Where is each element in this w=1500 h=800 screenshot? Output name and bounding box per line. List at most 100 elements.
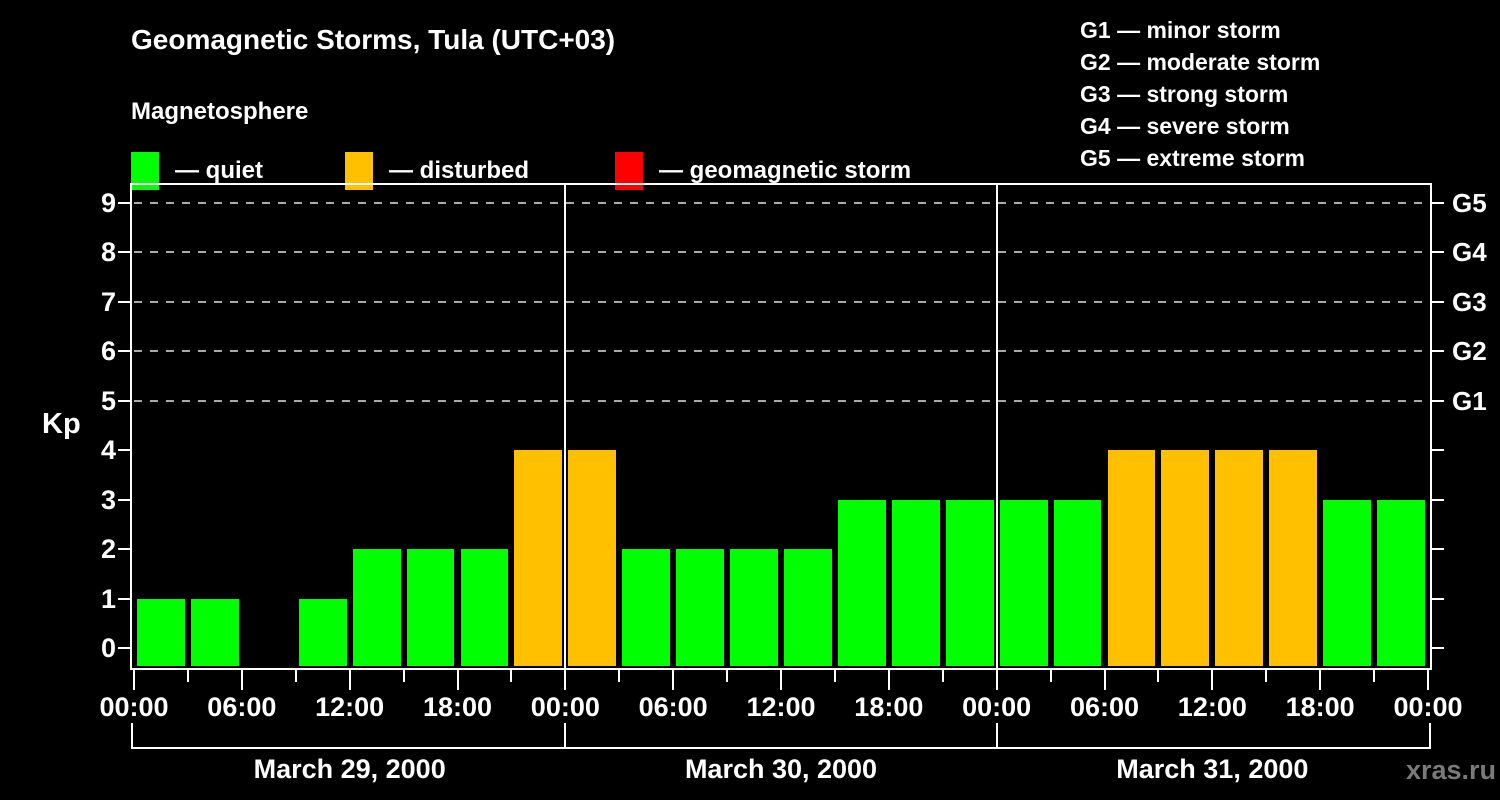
kp-bar bbox=[945, 499, 994, 666]
kp-bar bbox=[891, 499, 940, 666]
legend-label-quiet: — quiet bbox=[175, 157, 263, 184]
y-axis-tick-left bbox=[118, 449, 130, 452]
y-axis-tick-right bbox=[1432, 647, 1444, 649]
day-boundary-line bbox=[564, 185, 567, 668]
x-axis-tick bbox=[1427, 670, 1429, 690]
x-axis-tick bbox=[672, 670, 675, 690]
x-axis-tick bbox=[186, 670, 189, 682]
x-axis-tick bbox=[1265, 670, 1268, 682]
kp-bar bbox=[406, 549, 455, 666]
date-label: March 30, 2000 bbox=[684, 754, 878, 784]
g-scale-line-g5: G5 — extreme storm bbox=[1080, 145, 1305, 171]
x-axis-tick bbox=[294, 670, 297, 682]
kp-bar bbox=[137, 598, 185, 666]
y-axis-label-6: 6 bbox=[100, 336, 116, 367]
y-axis-label-1: 1 bbox=[100, 583, 116, 614]
x-axis-tick bbox=[1103, 670, 1106, 690]
x-axis-tick bbox=[618, 670, 621, 682]
gridline-kp8 bbox=[134, 251, 1428, 254]
magnetosphere-label: Magnetosphere bbox=[131, 98, 309, 125]
y-axis-label-0: 0 bbox=[100, 633, 116, 663]
right-axis-label-g4: G4 bbox=[1452, 237, 1487, 268]
date-label: March 31, 2000 bbox=[1116, 754, 1309, 784]
gridline-kp7 bbox=[134, 300, 1428, 303]
x-axis-tick bbox=[510, 670, 513, 682]
y-axis-tick-left bbox=[118, 399, 130, 402]
date-label: March 29, 2000 bbox=[253, 754, 446, 784]
y-axis-tick-right bbox=[1432, 597, 1444, 600]
y-axis-tick-left bbox=[118, 202, 130, 205]
y-axis-tick-right bbox=[1432, 399, 1444, 402]
date-bracket-tick bbox=[995, 723, 998, 749]
x-axis-label: 00:00 bbox=[530, 692, 600, 722]
kp-bar bbox=[298, 598, 347, 666]
y-axis-tick-left bbox=[118, 300, 130, 303]
right-axis-label-g1: G1 bbox=[1452, 385, 1487, 416]
g-scale-line-g4: G4 — severe storm bbox=[1080, 113, 1290, 139]
y-axis-tick-right bbox=[1432, 251, 1444, 254]
date-bracket-tick bbox=[564, 723, 567, 749]
x-axis-label: 00:00 bbox=[99, 692, 169, 722]
y-axis-tick-right bbox=[1432, 449, 1444, 452]
right-axis-label-g3: G3 bbox=[1452, 286, 1487, 317]
x-axis-label: 18:00 bbox=[422, 692, 493, 722]
plot-border bbox=[130, 183, 1432, 670]
y-axis-tick-right bbox=[1432, 300, 1444, 303]
y-axis-tick-left bbox=[118, 498, 130, 501]
x-axis-label: 12:00 bbox=[315, 692, 385, 722]
kp-bar bbox=[730, 549, 778, 666]
page-title: Geomagnetic Storms, Tula (UTC+03) bbox=[131, 24, 616, 55]
kp-bar bbox=[1215, 450, 1264, 666]
x-axis-label: 00:00 bbox=[962, 692, 1032, 722]
y-axis-tick-left bbox=[118, 548, 130, 551]
gridline-kp6 bbox=[134, 350, 1428, 353]
x-axis-tick bbox=[941, 670, 944, 682]
kp-bar bbox=[460, 549, 509, 666]
g-scale-line-g1: G1 — minor storm bbox=[1080, 17, 1281, 43]
kp-bar bbox=[190, 598, 239, 666]
y-axis-label-3: 3 bbox=[100, 484, 116, 515]
kp-bar bbox=[1161, 450, 1210, 666]
x-axis-label: 00:00 bbox=[1393, 692, 1463, 722]
x-axis-tick bbox=[1049, 670, 1052, 682]
y-axis-label-8: 8 bbox=[100, 237, 116, 268]
x-axis-tick bbox=[833, 670, 836, 682]
kp-bar bbox=[1377, 499, 1425, 666]
legend-item-quiet: — quiet bbox=[131, 151, 263, 191]
gridline-kp9 bbox=[134, 202, 1428, 205]
y-axis-label-9: 9 bbox=[100, 188, 116, 219]
y-axis-tick-right bbox=[1432, 548, 1444, 551]
x-axis-tick bbox=[456, 670, 459, 690]
y-axis-tick-left bbox=[118, 350, 130, 353]
x-axis-label: 18:00 bbox=[1285, 692, 1355, 722]
kp-bar bbox=[352, 549, 401, 666]
x-axis-label: 12:00 bbox=[746, 692, 816, 722]
date-bracket-tick bbox=[1429, 723, 1431, 749]
x-axis-tick bbox=[133, 670, 135, 690]
x-axis-tick bbox=[1373, 670, 1376, 682]
kp-bar bbox=[1107, 450, 1156, 666]
kp-bar bbox=[622, 549, 671, 666]
x-axis-label: 06:00 bbox=[638, 692, 708, 722]
y-axis-label-5: 5 bbox=[100, 385, 116, 416]
y-axis-tick-right bbox=[1432, 202, 1444, 205]
x-axis-tick bbox=[348, 670, 351, 690]
legend-item-disturbed: — disturbed bbox=[345, 151, 529, 191]
y-axis-label-2: 2 bbox=[100, 534, 116, 565]
y-axis-tick-right bbox=[1432, 498, 1444, 501]
x-axis-tick bbox=[726, 670, 729, 682]
x-axis-tick bbox=[240, 670, 243, 690]
date-bracket-tick bbox=[131, 723, 133, 749]
watermark-xras: xras.ru bbox=[1405, 755, 1496, 785]
gridline-kp5 bbox=[134, 399, 1428, 402]
kp-bar bbox=[837, 499, 886, 666]
x-axis-tick bbox=[1319, 670, 1322, 690]
x-axis-tick bbox=[402, 670, 405, 682]
kp-bar bbox=[784, 549, 832, 666]
x-axis-label: 12:00 bbox=[1177, 692, 1247, 722]
g-scale-line-g3: G3 — strong storm bbox=[1080, 81, 1289, 107]
x-axis-tick bbox=[1211, 670, 1214, 690]
x-axis-label: 06:00 bbox=[207, 692, 277, 722]
kp-bar bbox=[676, 549, 725, 666]
